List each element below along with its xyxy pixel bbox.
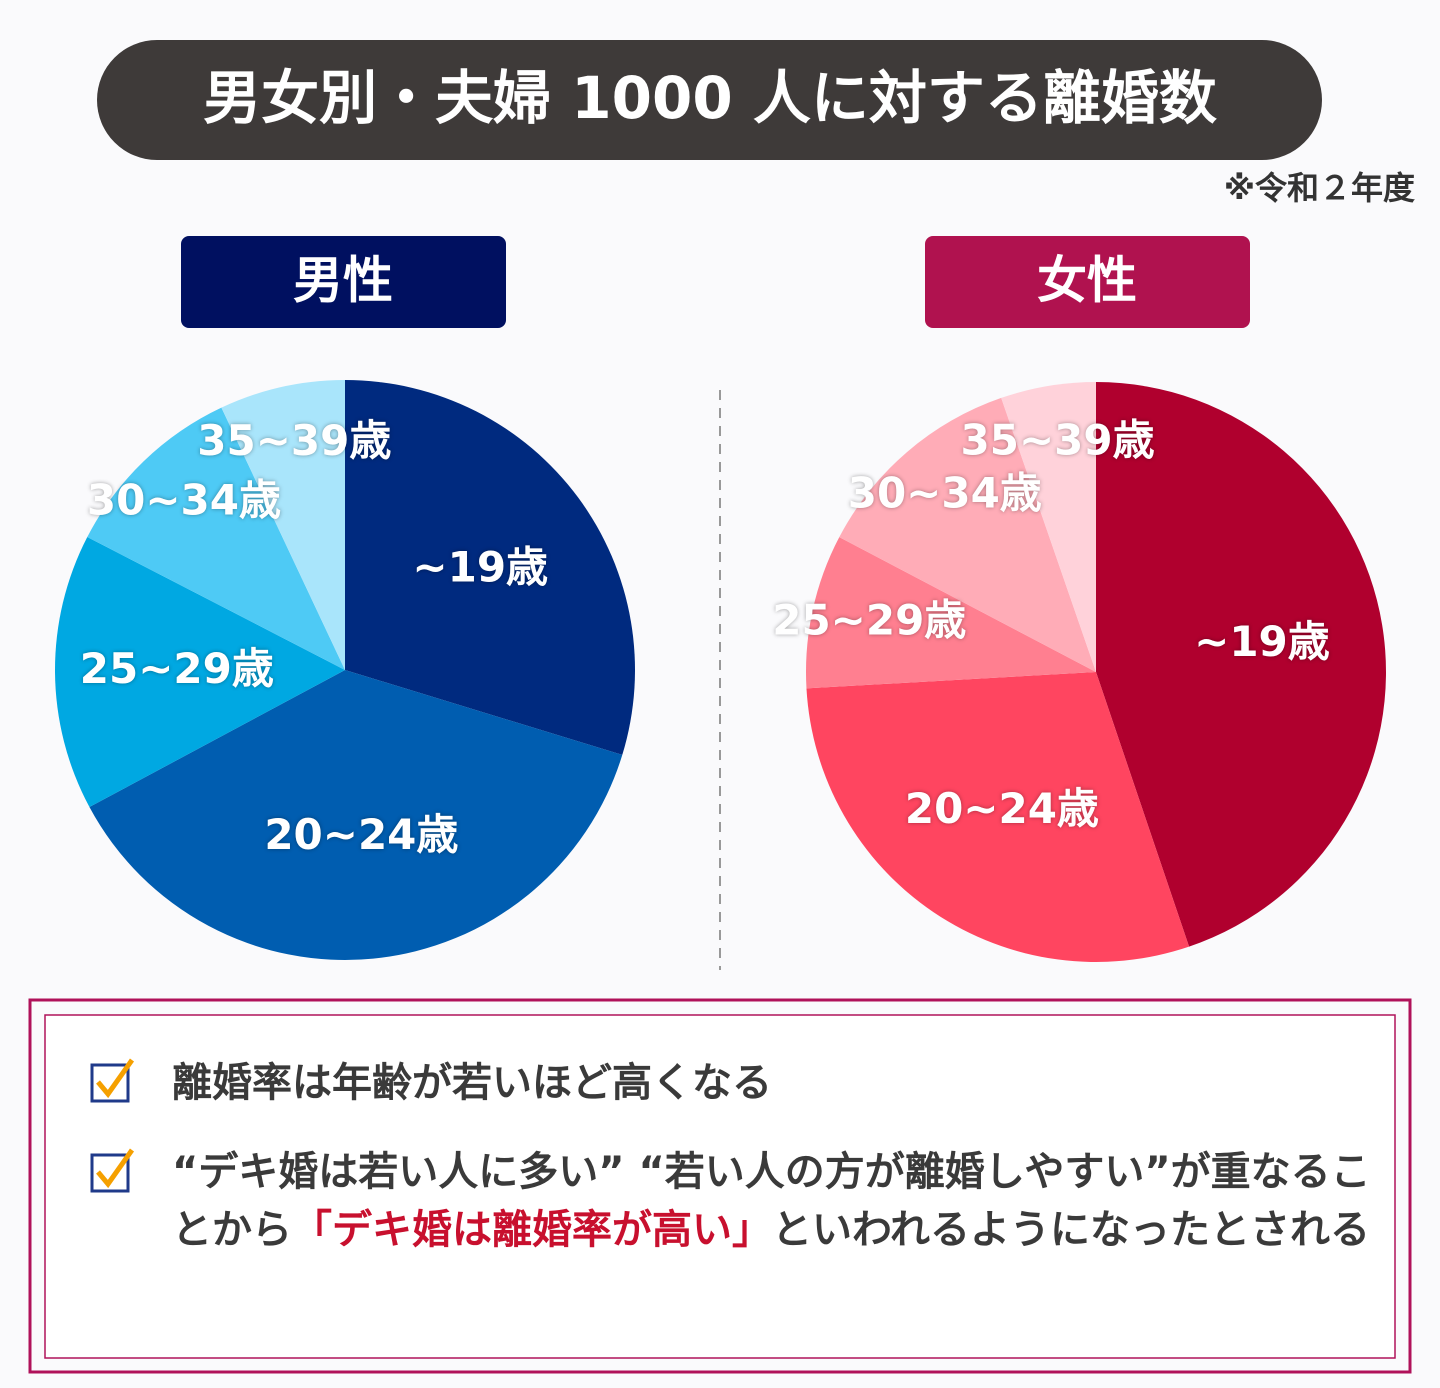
slice-label: 35~39歳 — [197, 416, 391, 465]
slice-label: 20~24歳 — [264, 810, 458, 859]
box-outer — [28, 998, 1412, 1374]
pie-slice — [1096, 382, 1386, 947]
pie-slice — [87, 407, 345, 670]
note-item: “デキ婚は若い人に多い” “若い人の方が離婚しやすい”が重なることから「デキ婚は… — [172, 1143, 1387, 1259]
pie-slice — [54, 537, 345, 808]
slice-label: 25~29歳 — [772, 595, 966, 644]
pie-slice — [839, 397, 1096, 672]
slice-label: 30~34歳 — [87, 476, 281, 525]
note-text: 離婚率は年齢が若いほど高くなる — [172, 1060, 772, 1106]
gender-label: 女性 — [1037, 252, 1137, 310]
title-pill — [97, 40, 1322, 160]
gender-tag — [925, 236, 1250, 328]
note-text: “デキ婚は若い人に多い” “若い人の方が離婚しやすい”が重なることから — [172, 1149, 1371, 1253]
slice-label: 35~39歳 — [961, 416, 1155, 465]
slice-label: ~19歳 — [1194, 617, 1330, 666]
slice-label: 20~24歳 — [905, 784, 1099, 833]
note-item: 離婚率は年齢が若いほど高くなる — [172, 1054, 1387, 1112]
checkbox — [90, 1058, 135, 1103]
slice-label: 30~34歳 — [848, 469, 1042, 518]
gender-label: 男性 — [293, 252, 393, 310]
note: ※令和２年度 — [1224, 169, 1415, 207]
note-text: といわれるようになったとされる — [772, 1207, 1370, 1253]
box-inner — [44, 1014, 1396, 1359]
pie-slice — [345, 380, 635, 755]
pie-slice — [221, 380, 345, 670]
pie-slice — [1001, 382, 1096, 672]
title: 男女別・夫婦 1000 人に対する離婚数 — [203, 64, 1217, 132]
pie-slice — [806, 672, 1190, 962]
gender-tag — [181, 236, 506, 328]
pie-slice — [89, 670, 623, 960]
checkbox — [90, 1148, 135, 1193]
note-highlight: 「デキ婚は離婚率が高い」 — [292, 1207, 772, 1253]
slice-label: ~19歳 — [412, 542, 548, 591]
slice-label: 25~29歳 — [80, 644, 274, 693]
pie-slice — [806, 537, 1096, 689]
